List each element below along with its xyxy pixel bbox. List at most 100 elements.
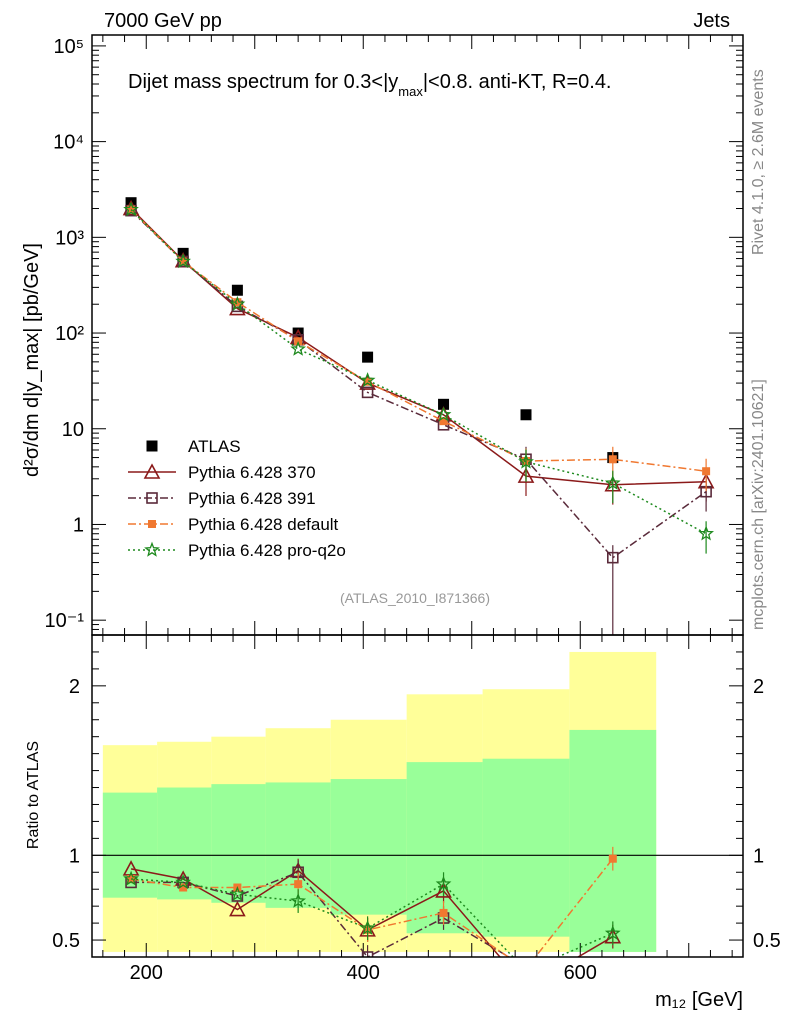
marker-star <box>604 474 621 490</box>
ratio-series-line <box>130 858 614 957</box>
marker-triangle <box>517 467 535 483</box>
marker-open-square <box>608 1005 618 1015</box>
marker-open-square <box>361 386 374 399</box>
marker-filled-square <box>608 455 617 464</box>
marker-filled-square <box>439 417 448 426</box>
marker-square <box>231 284 243 296</box>
marker-filled-square <box>363 377 372 386</box>
marker-triangle <box>519 981 533 994</box>
marker-star <box>290 340 307 356</box>
marker-filled-square <box>294 880 303 889</box>
marker-star <box>359 372 376 388</box>
chart-title-sub: max <box>398 84 423 99</box>
marker-filled-square <box>608 854 617 863</box>
marker-star <box>123 870 139 886</box>
marker-star <box>520 964 532 976</box>
marker-filled-square <box>233 298 242 307</box>
marker-filled-square <box>179 257 188 266</box>
marker-square <box>362 351 374 363</box>
y-tick-label: 10⁵ <box>53 36 84 58</box>
marker-star <box>175 874 192 890</box>
marker-star <box>229 886 246 902</box>
marker-filled-square <box>148 520 156 528</box>
x-tick-label: 400 <box>347 962 380 984</box>
marker-filled-square <box>702 467 711 476</box>
marker-triangle <box>143 463 161 479</box>
marker-square <box>292 327 304 339</box>
band-green <box>569 729 657 952</box>
x-axis-label: m₁₂ [GeV] <box>655 989 743 1011</box>
legend: ATLAS Pythia 6.428 370 Pythia 6.428 391 Pyt… <box>128 437 346 560</box>
marker-star <box>698 525 715 541</box>
ratio-series-line <box>131 878 614 957</box>
header-left: 7000 GeV pp <box>104 10 222 32</box>
marker-open-square <box>606 551 619 564</box>
ratio-frame <box>91 634 744 958</box>
marker-triangle <box>229 900 246 917</box>
marker-triangle <box>435 882 452 898</box>
header-right: Jets <box>693 10 730 32</box>
ratio-y-axis-label: Ratio to ATLAS <box>25 741 42 849</box>
marker-star <box>604 924 621 940</box>
marker-star <box>359 919 376 935</box>
marker-filled-square <box>522 965 530 973</box>
ratio-bands <box>92 651 743 952</box>
ratio-data <box>122 846 622 1015</box>
marker-filled-square <box>127 875 136 884</box>
marker-star <box>290 892 307 908</box>
main-data <box>122 197 715 635</box>
legend-label: Pythia 6.428 391 <box>188 489 316 508</box>
marker-square <box>520 409 532 421</box>
marker-open-square <box>146 492 158 504</box>
ratio-y-tick-label-right: 2 <box>753 676 764 698</box>
chart-title-main: Dijet mass spectrum for 0.3<|y <box>128 71 398 93</box>
analysis-label: (ATLAS_2010_I871366) <box>340 590 490 606</box>
band-green <box>211 784 266 903</box>
marker-star <box>123 201 139 217</box>
legend-label: ATLAS <box>188 437 241 456</box>
marker-star <box>144 541 160 557</box>
series-line <box>130 209 707 535</box>
marker-star <box>435 406 452 422</box>
ratio-y-tick-label: 0.5 <box>52 930 80 952</box>
marker-star <box>435 875 452 891</box>
ratio-y-tick-label: 2 <box>69 676 80 698</box>
mcplots-label: mcplots.cern.ch [arXiv:2401.10621] <box>750 379 767 630</box>
marker-filled-square <box>127 205 136 214</box>
marker-star <box>229 295 246 311</box>
ratio-y-tick-label-right: 1 <box>753 845 764 867</box>
legend-label: Pythia 6.428 370 <box>188 463 316 482</box>
x-tick-label: 200 <box>130 962 163 984</box>
band-green <box>482 758 570 937</box>
marker-filled-square <box>439 908 448 917</box>
y-tick-label: 10³ <box>55 227 84 249</box>
legend-label: Pythia 6.428 pro-q2o <box>188 541 346 560</box>
legend-label: Pythia 6.428 default <box>188 515 339 534</box>
marker-star <box>175 253 192 269</box>
marker-filled-square <box>179 883 188 892</box>
marker-square <box>146 440 158 452</box>
main-axes: 10⁻¹ 1 10 10² 10³ 10⁴ 10⁵ <box>45 35 743 635</box>
main-y-axis-label: d²σ/dm d|y_max| [pb/GeV] <box>21 243 43 477</box>
ratio-y-tick-label: 1 <box>69 845 80 867</box>
y-tick-label: 10⁴ <box>53 132 84 154</box>
series-line <box>130 209 707 472</box>
y-tick-label: 10⁻¹ <box>45 610 85 632</box>
chart-title: Dijet mass spectrum for 0.3<|ymax|<0.8. … <box>128 71 612 99</box>
chart-title-tail: |<0.8. anti-KT, R=0.4. <box>423 71 612 93</box>
marker-open-square <box>361 951 374 957</box>
ratio-axes: 200 400 600 0.5 1 2 0.5 1 2 <box>52 635 781 984</box>
rivet-label: Rivet 4.1.0, ≥ 2.6M events <box>750 69 767 255</box>
y-tick-label: 1 <box>73 514 84 536</box>
marker-square <box>438 398 450 410</box>
band-green <box>330 779 407 915</box>
x-tick-label: 600 <box>564 962 597 984</box>
y-tick-label: 10² <box>55 323 84 345</box>
ratio-y-tick-label-right: 0.5 <box>753 930 781 952</box>
marker-star <box>518 453 534 469</box>
marker-open-square <box>521 962 531 972</box>
marker-triangle <box>122 860 140 876</box>
band-green <box>406 762 483 934</box>
y-tick-label: 10 <box>62 419 84 441</box>
